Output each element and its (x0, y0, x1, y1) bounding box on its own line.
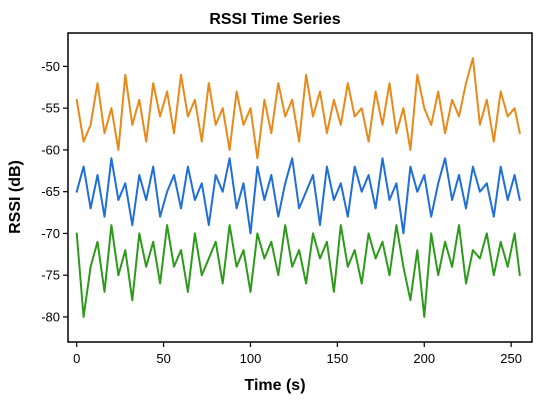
x-tick-label: 0 (73, 351, 80, 366)
chart-title: RSSI Time Series (209, 11, 340, 28)
x-tick-label: 50 (156, 351, 170, 366)
y-tick-label: -80 (41, 309, 60, 324)
y-tick-label: -60 (41, 142, 60, 157)
x-tick-label: 200 (413, 351, 435, 366)
y-tick-label: -75 (41, 268, 60, 283)
x-tick-label: 250 (500, 351, 522, 366)
plot-area: 0 50 100 150 200 250 -50 -55 -60 -65 -70 -75 -80 (41, 32, 533, 366)
series-line-3 (75, 224, 521, 318)
series-line-1 (75, 57, 521, 160)
x-tick-label: 100 (240, 351, 262, 366)
y-tick-label: -55 (41, 101, 60, 116)
x-tick-label: 150 (327, 351, 349, 366)
y-tick-label: -65 (41, 184, 60, 199)
y-axis-label: RSSI (dB) (7, 160, 24, 234)
y-tick-label: -50 (41, 59, 60, 74)
y-tick-label: -70 (41, 226, 60, 241)
x-axis-label: Time (s) (244, 377, 305, 394)
series-line-2 (75, 157, 521, 235)
plot-frame (67, 32, 533, 343)
